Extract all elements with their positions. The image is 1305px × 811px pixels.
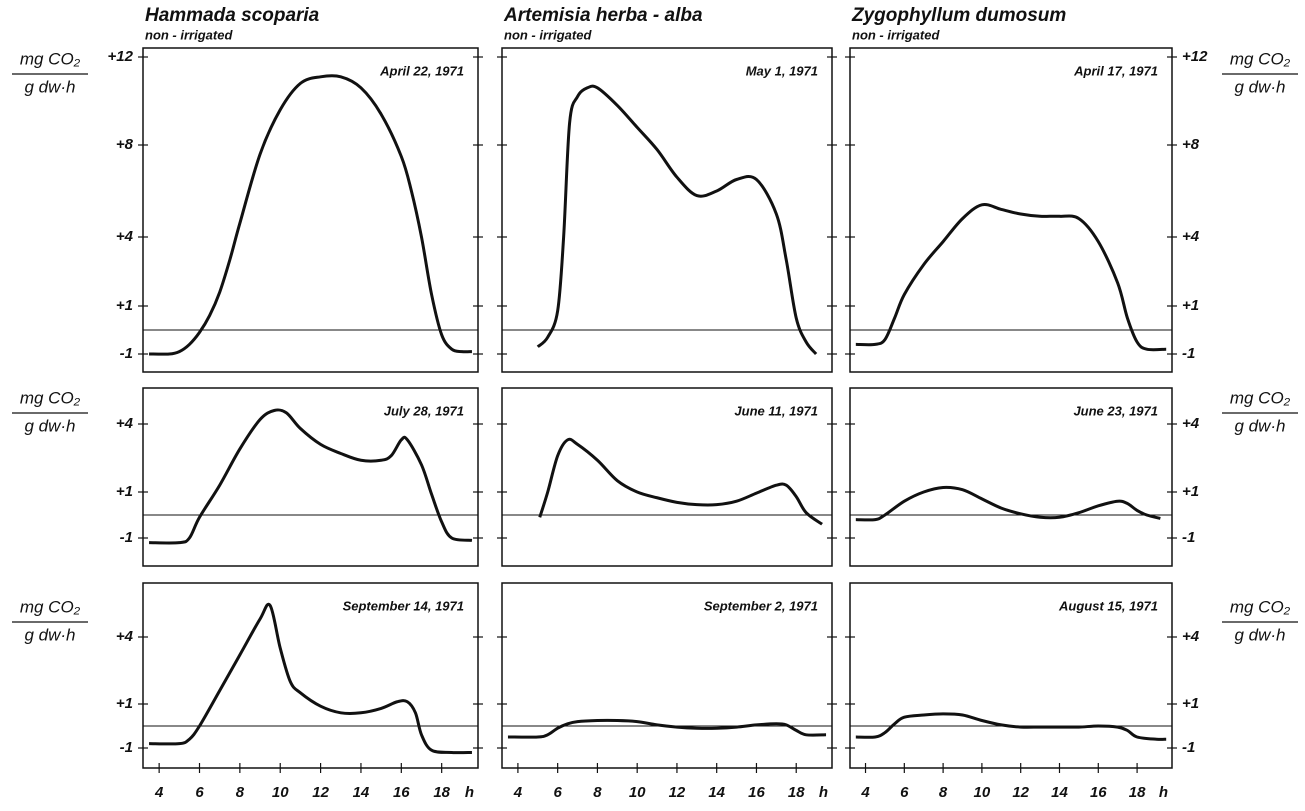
y-axis-label: g dw·h — [1234, 77, 1285, 96]
date-annotation: June 23, 1971 — [1073, 403, 1158, 418]
curve — [149, 408, 473, 545]
x-tick-label: 12 — [669, 784, 686, 801]
panel-frame — [501, 582, 833, 769]
y-tick-label: +4 — [1182, 415, 1200, 432]
x-tick-label: 10 — [629, 784, 646, 801]
y-axis-label: mg CO₂ — [1230, 597, 1291, 616]
date-annotation: May 1, 1971 — [746, 63, 818, 78]
x-axis-label: h — [1159, 784, 1168, 801]
curve — [538, 437, 823, 526]
y-tick-label: +8 — [1182, 136, 1200, 153]
panel-frame — [849, 47, 1173, 373]
curve — [149, 74, 472, 356]
y-tick-label: +12 — [1182, 48, 1208, 65]
y-tick-label: +4 — [116, 415, 134, 432]
x-tick-label: 6 — [195, 784, 204, 801]
y-axis-label: g dw·h — [1234, 625, 1285, 644]
y-tick-label: +1 — [1182, 297, 1199, 314]
x-axis-label: h — [465, 784, 474, 801]
date-annotation: September 2, 1971 — [704, 598, 818, 613]
y-axis-label: mg CO₂ — [20, 388, 81, 407]
y-tick-label: +4 — [116, 628, 134, 645]
y-tick-label: +4 — [116, 228, 134, 245]
date-annotation: August 15, 1971 — [1058, 598, 1158, 613]
x-tick-label: 14 — [353, 784, 370, 801]
x-axis-label: h — [819, 784, 828, 801]
panel-frame — [849, 582, 1173, 769]
y-tick-label: +1 — [1182, 483, 1199, 500]
y-axis-label: mg CO₂ — [1230, 49, 1291, 68]
x-tick-label: 4 — [154, 784, 164, 801]
x-tick-label: 6 — [553, 784, 562, 801]
curve — [855, 202, 1167, 352]
x-tick-label: 8 — [939, 784, 948, 801]
curve — [507, 718, 827, 739]
y-tick-label: +1 — [116, 297, 133, 314]
x-tick-label: 8 — [236, 784, 245, 801]
y-tick-label: +4 — [1182, 628, 1200, 645]
y-tick-label: -1 — [1182, 345, 1195, 362]
x-tick-label: 18 — [433, 784, 450, 801]
y-tick-label: -1 — [1182, 529, 1195, 546]
panel-title: Zygophyllum dumosum — [851, 5, 1066, 26]
y-tick-label: -1 — [120, 529, 133, 546]
date-annotation: July 28, 1971 — [384, 403, 464, 418]
y-axis-label: g dw·h — [24, 77, 75, 96]
curve — [536, 84, 818, 356]
date-annotation: September 14, 1971 — [343, 598, 464, 613]
x-tick-label: 18 — [1129, 784, 1146, 801]
panel-frame — [142, 582, 479, 769]
y-axis-label: mg CO₂ — [20, 597, 81, 616]
curve — [855, 712, 1167, 741]
x-tick-label: 6 — [900, 784, 909, 801]
y-axis-label: g dw·h — [24, 625, 75, 644]
y-tick-label: +12 — [108, 48, 134, 65]
panel-subtitle: non - irrigated — [145, 27, 233, 42]
y-axis-label: mg CO₂ — [20, 49, 81, 68]
x-tick-label: 12 — [312, 784, 329, 801]
y-tick-label: -1 — [120, 345, 133, 362]
panel-subtitle: non - irrigated — [852, 27, 940, 42]
panel-subtitle: non - irrigated — [504, 27, 592, 42]
x-tick-label: 4 — [860, 784, 870, 801]
curve — [855, 485, 1161, 522]
y-axis-label: mg CO₂ — [1230, 388, 1291, 407]
x-tick-label: 16 — [1090, 784, 1107, 801]
date-annotation: April 17, 1971 — [1073, 63, 1158, 78]
panel-frame — [142, 47, 479, 373]
panel-title: Hammada scoparia — [145, 5, 320, 26]
panel-frame — [849, 387, 1173, 567]
x-tick-label: 14 — [1051, 784, 1068, 801]
panel-title: Artemisia herba - alba — [503, 5, 703, 26]
x-tick-label: 10 — [974, 784, 991, 801]
y-tick-label: -1 — [1182, 739, 1195, 756]
x-tick-label: 18 — [788, 784, 805, 801]
x-tick-label: 12 — [1012, 784, 1029, 801]
y-tick-label: +1 — [1182, 695, 1199, 712]
y-axis-label: g dw·h — [1234, 416, 1285, 435]
x-tick-label: 16 — [393, 784, 410, 801]
x-tick-label: 10 — [272, 784, 289, 801]
panel-frame — [142, 387, 479, 567]
y-tick-label: +1 — [116, 483, 133, 500]
y-tick-label: -1 — [120, 739, 133, 756]
y-tick-label: +8 — [116, 136, 134, 153]
x-tick-label: 16 — [748, 784, 765, 801]
x-tick-label: 4 — [513, 784, 523, 801]
x-tick-label: 14 — [708, 784, 725, 801]
panel-frame — [501, 387, 833, 567]
y-tick-label: +1 — [116, 695, 133, 712]
panel-frame — [501, 47, 833, 373]
y-axis-label: g dw·h — [24, 416, 75, 435]
date-annotation: June 11, 1971 — [734, 403, 818, 418]
curve — [149, 602, 472, 755]
x-tick-label: 8 — [593, 784, 602, 801]
date-annotation: April 22, 1971 — [379, 63, 464, 78]
y-tick-label: +4 — [1182, 228, 1200, 245]
